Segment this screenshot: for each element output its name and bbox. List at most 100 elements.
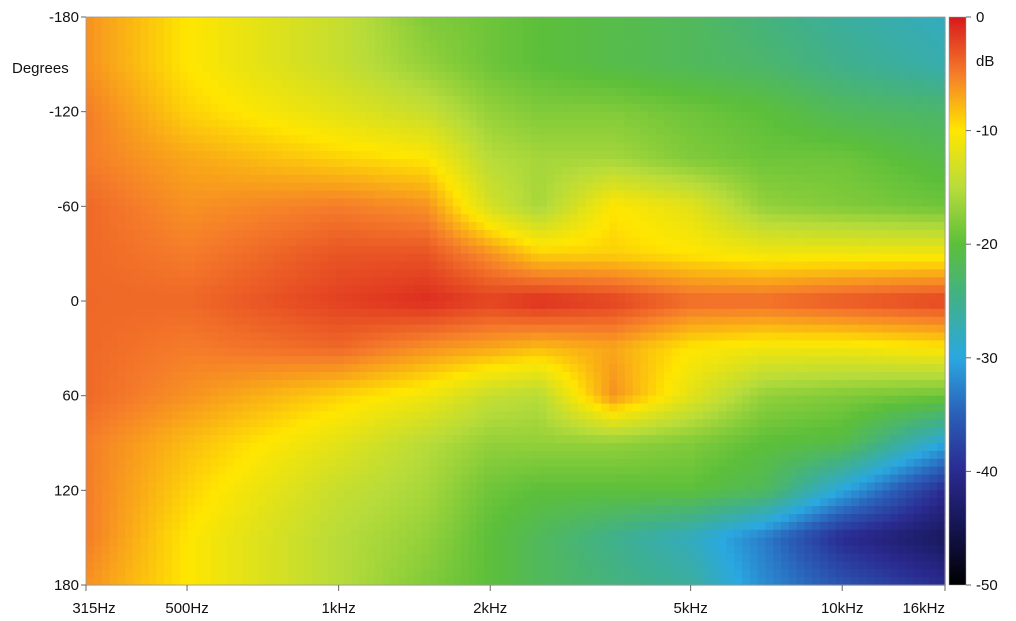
heatmap-cell bbox=[890, 316, 899, 326]
heatmap-cell bbox=[585, 316, 595, 326]
heatmap-cell bbox=[195, 269, 204, 278]
heatmap-cell bbox=[851, 308, 860, 318]
heatmap-cell bbox=[382, 269, 392, 278]
heatmap-cell bbox=[874, 64, 884, 73]
heatmap-cell bbox=[117, 17, 126, 26]
heatmap-cell bbox=[538, 261, 548, 271]
heatmap-cell bbox=[390, 253, 399, 263]
heatmap-cell bbox=[601, 245, 610, 255]
heatmap-cell bbox=[632, 253, 642, 263]
heatmap-cell bbox=[538, 24, 548, 34]
heatmap-cell bbox=[382, 356, 392, 365]
heatmap-cell bbox=[242, 72, 251, 81]
heatmap-cell bbox=[781, 253, 790, 263]
heatmap-cell bbox=[421, 24, 431, 34]
heatmap-cell bbox=[741, 143, 751, 152]
heatmap-cell bbox=[171, 190, 181, 200]
heatmap-cell bbox=[695, 214, 704, 223]
heatmap-cell bbox=[476, 72, 485, 81]
heatmap-cell bbox=[890, 40, 899, 50]
heatmap-cell bbox=[343, 143, 353, 152]
heatmap-cell bbox=[507, 277, 517, 286]
heatmap-cell bbox=[281, 237, 290, 247]
heatmap-cell bbox=[499, 356, 509, 365]
heatmap-cell bbox=[570, 245, 579, 255]
heatmap-cell bbox=[702, 316, 712, 326]
heatmap-cell bbox=[796, 198, 806, 207]
heatmap-cell bbox=[890, 222, 899, 231]
heatmap-cell bbox=[109, 182, 118, 192]
heatmap-cell bbox=[484, 111, 493, 121]
heatmap-cell bbox=[468, 119, 478, 129]
heatmap-cell bbox=[179, 198, 189, 207]
heatmap-cell bbox=[820, 364, 829, 373]
heatmap-cell bbox=[523, 119, 532, 129]
heatmap-cell bbox=[304, 95, 314, 105]
heatmap-cell bbox=[710, 48, 720, 58]
heatmap-cell bbox=[741, 332, 751, 342]
heatmap-cell bbox=[726, 40, 735, 50]
heatmap-cell bbox=[234, 64, 243, 73]
heatmap-cell bbox=[429, 364, 439, 373]
heatmap-cell bbox=[179, 88, 189, 97]
heatmap-cell bbox=[132, 135, 142, 144]
heatmap-cell bbox=[117, 214, 126, 223]
heatmap-cell bbox=[562, 269, 571, 278]
heatmap-cell bbox=[687, 277, 696, 286]
heatmap-cell bbox=[101, 88, 111, 97]
heatmap-cell bbox=[242, 340, 251, 349]
heatmap-cell bbox=[226, 48, 235, 58]
heatmap-cell bbox=[312, 356, 321, 365]
heatmap-cell bbox=[859, 253, 868, 263]
heatmap-cell bbox=[593, 324, 602, 334]
heatmap-cell bbox=[796, 348, 806, 357]
heatmap-cell bbox=[140, 135, 150, 144]
heatmap-cell bbox=[593, 332, 602, 342]
heatmap-cell bbox=[804, 277, 813, 286]
heatmap-cell bbox=[905, 88, 915, 97]
heatmap-cell bbox=[523, 111, 532, 121]
heatmap-cell bbox=[164, 143, 173, 152]
heatmap-cell bbox=[398, 64, 407, 73]
heatmap-cell bbox=[640, 364, 649, 373]
heatmap-cell bbox=[328, 308, 337, 318]
heatmap-cell bbox=[859, 277, 868, 286]
heatmap-cell bbox=[86, 103, 95, 113]
heatmap-cell bbox=[242, 174, 251, 184]
heatmap-cell bbox=[515, 237, 524, 247]
heatmap-cell bbox=[203, 17, 212, 26]
heatmap-cell bbox=[921, 269, 930, 278]
heatmap-cell bbox=[937, 277, 946, 286]
heatmap-cell bbox=[140, 17, 150, 26]
heatmap-cell bbox=[492, 80, 501, 89]
heatmap-cell bbox=[788, 88, 798, 97]
heatmap-cell bbox=[351, 332, 360, 342]
heatmap-cell bbox=[835, 143, 845, 152]
heatmap-cell bbox=[249, 95, 259, 105]
heatmap-cell bbox=[476, 56, 485, 65]
heatmap-cell bbox=[148, 308, 157, 318]
heatmap-cell bbox=[242, 277, 251, 286]
heatmap-cell bbox=[648, 111, 657, 121]
heatmap-cell bbox=[749, 17, 759, 26]
heatmap-cell bbox=[164, 40, 173, 50]
heatmap-cell bbox=[913, 253, 923, 263]
heatmap-cell bbox=[429, 88, 439, 97]
heatmap-cell bbox=[609, 88, 618, 97]
heatmap-cell bbox=[304, 214, 314, 223]
heatmap-cell bbox=[726, 72, 735, 81]
heatmap-cell bbox=[289, 40, 298, 50]
heatmap-cell bbox=[905, 17, 915, 26]
heatmap-cell bbox=[609, 293, 618, 302]
heatmap-cell bbox=[656, 72, 665, 81]
heatmap-cell bbox=[929, 324, 938, 334]
heatmap-cell bbox=[781, 48, 790, 58]
heatmap-cell bbox=[671, 190, 681, 200]
heatmap-cell bbox=[453, 159, 462, 168]
heatmap-cell bbox=[203, 143, 212, 152]
heatmap-cell bbox=[374, 308, 384, 318]
heatmap-cell bbox=[687, 48, 696, 58]
heatmap-cell bbox=[296, 372, 306, 381]
heatmap-cell bbox=[890, 143, 899, 152]
heatmap-cell bbox=[148, 261, 157, 271]
